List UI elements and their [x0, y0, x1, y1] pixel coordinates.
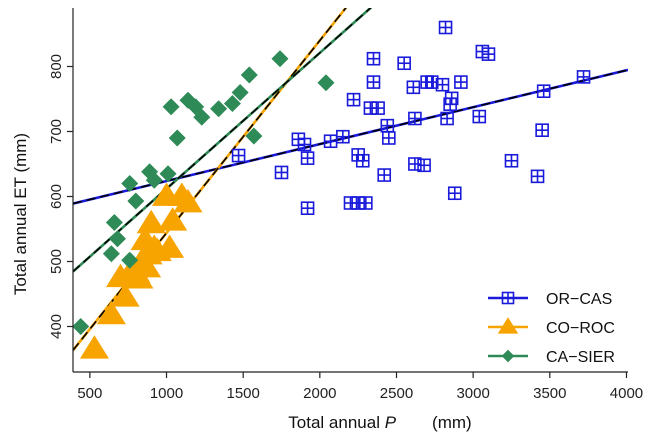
x-tick-label-6: 3500: [533, 385, 566, 402]
point-1-3: [110, 283, 140, 307]
point-2-20: [271, 50, 289, 68]
fit-line-dash-1: [73, 8, 347, 351]
point-0-11: [359, 196, 373, 210]
point-2-17: [231, 83, 249, 102]
point-2-9: [159, 165, 177, 183]
point-0-32: [444, 91, 459, 106]
point-2-4: [121, 251, 139, 269]
point-2-14: [193, 108, 211, 126]
x-axis-title-unit: (mm): [432, 413, 472, 432]
fit-line-dash-2: [73, 8, 372, 273]
point-2-6: [127, 192, 145, 210]
point-0-25: [417, 158, 431, 173]
point-0-15: [371, 101, 385, 115]
point-0-34: [454, 75, 468, 89]
point-0-39: [530, 169, 545, 184]
point-1-0: [79, 335, 110, 359]
point-1-15: [155, 234, 185, 258]
point-0-21: [397, 56, 411, 71]
point-2-0: [72, 317, 90, 336]
point-2-10: [162, 98, 180, 116]
point-0-13: [346, 92, 361, 107]
point-0-18: [377, 168, 392, 182]
point-0-37: [481, 47, 496, 61]
point-0-7: [336, 129, 350, 144]
point-0-24: [408, 157, 422, 171]
point-0-30: [440, 111, 454, 126]
point-0-17: [366, 51, 381, 66]
axes: 500 1000 1500 2000 2500 3000 3500 4000 400 500 600…: [48, 8, 643, 402]
legend-marker-2: [501, 349, 515, 363]
point-0-38: [504, 153, 519, 168]
point-0-23: [406, 80, 421, 95]
point-2-18: [240, 66, 258, 84]
point-0-41: [536, 84, 551, 98]
point-0-20: [380, 118, 395, 133]
x-tick-label-3: 2000: [303, 385, 336, 402]
legend-marker-1: [497, 317, 519, 334]
x-tick-label-5: 3000: [456, 385, 489, 402]
legend: OR−CAS CO−ROC CA−SIER: [488, 291, 615, 366]
x-tick-label-0: 500: [77, 385, 102, 402]
x-tick-label-2: 1500: [226, 385, 259, 402]
point-1-11: [136, 209, 166, 234]
y-tick-label-4: 800: [48, 54, 65, 79]
x-axis-title: Total annual P (mm): [288, 413, 471, 432]
x-axis-title-text: Total annual: [288, 413, 384, 432]
point-1-9: [132, 253, 162, 278]
point-2-2: [105, 213, 123, 232]
point-1-1: [96, 300, 126, 325]
point-0-6: [323, 134, 338, 149]
point-1-16: [158, 207, 188, 231]
point-0-1: [274, 165, 289, 180]
point-0-0: [231, 148, 246, 163]
y-tick-label-1: 500: [48, 249, 65, 274]
point-1-18: [173, 188, 203, 213]
legend-marker-0: [501, 291, 515, 305]
x-tick-label-4: 2500: [380, 385, 413, 402]
legend-label-0: OR−CAS: [546, 291, 612, 308]
point-2-19: [245, 127, 263, 145]
point-2-21: [317, 74, 335, 92]
point-2-3: [108, 230, 127, 248]
point-2-11: [168, 129, 186, 147]
point-0-16: [366, 75, 381, 89]
point-0-5: [300, 201, 315, 215]
point-2-1: [102, 245, 120, 263]
point-0-40: [535, 123, 549, 137]
point-0-22: [408, 111, 422, 126]
point-0-3: [297, 137, 312, 152]
x-axis-title-variable: P: [385, 413, 397, 432]
point-0-12: [355, 153, 370, 168]
point-2-8: [145, 171, 163, 189]
point-0-28: [435, 77, 450, 92]
point-2-16: [223, 94, 242, 113]
y-tick-label-2: 600: [48, 184, 65, 209]
legend-label-1: CO−ROC: [546, 320, 615, 337]
x-tick-label-7: 4000: [610, 385, 643, 402]
point-0-19: [382, 131, 396, 145]
point-0-42: [576, 70, 591, 84]
fit-line-dash-0: [73, 69, 628, 205]
point-2-5: [121, 174, 139, 193]
legend-label-2: CA−SIER: [546, 349, 615, 366]
point-0-4: [300, 151, 315, 165]
point-2-15: [210, 100, 228, 118]
x-tick-label-1: 1000: [150, 385, 183, 402]
y-tick-label-0: 400: [48, 314, 65, 339]
y-tick-label-3: 700: [48, 119, 65, 144]
y-axis-title: Total annual ET (mm): [11, 133, 30, 295]
point-0-29: [438, 20, 453, 35]
data-markers: [72, 20, 591, 359]
point-0-33: [447, 186, 462, 201]
point-0-35: [472, 109, 487, 124]
